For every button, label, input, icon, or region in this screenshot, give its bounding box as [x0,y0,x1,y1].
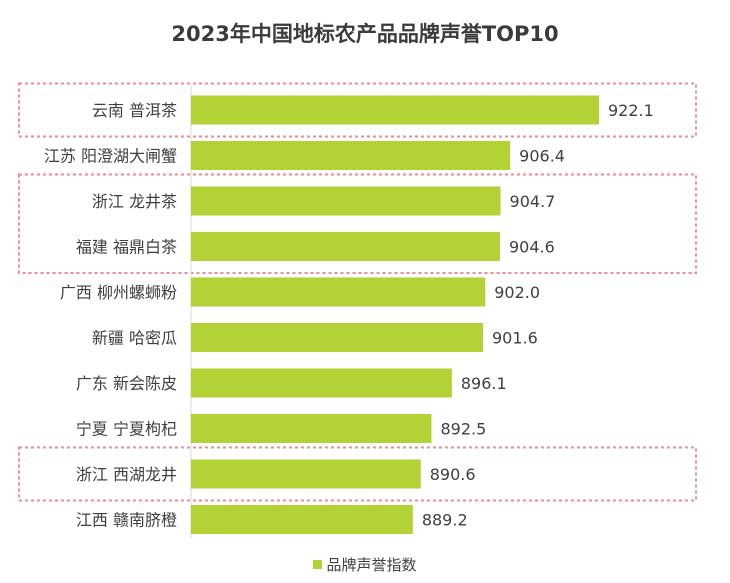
bar [191,323,483,352]
bar [191,141,511,170]
data-label: 904.7 [510,192,556,211]
category-label: 浙江 龙井茶 [92,192,177,211]
bar [191,459,421,489]
bar [191,368,452,398]
highlight-box-2 [18,446,697,502]
category-label: 广西 柳州螺蛳粉 [60,283,177,302]
bar [191,186,501,216]
category-label: 新疆 哈密瓜 [92,329,177,348]
data-label: 904.6 [509,238,555,257]
data-label: 889.2 [422,511,468,530]
bar [191,277,486,307]
data-label: 922.1 [608,101,654,120]
legend-label: 品牌声誉指数 [326,556,417,574]
bar [191,414,432,443]
bar [191,505,413,534]
category-label: 宁夏 宁夏枸杞 [76,420,177,439]
data-label: 901.6 [492,329,538,348]
category-label: 江苏 阳澄湖大闸蟹 [44,147,177,166]
data-label: 902.0 [494,283,540,302]
bar [191,232,500,261]
legend: 品牌声誉指数 [0,554,730,575]
data-label: 890.6 [430,465,476,484]
data-label: 892.5 [440,420,486,439]
category-label: 浙江 西湖龙井 [76,465,177,484]
chart-title: 2023年中国地标农产品品牌声誉TOP10 [171,22,559,46]
legend-swatch [313,560,323,569]
highlight-box-1 [18,173,697,274]
category-label: 广东 新会陈皮 [76,374,177,393]
bar [191,95,599,125]
category-label: 江西 赣南脐橙 [76,511,177,530]
category-label: 福建 福鼎白茶 [76,238,177,257]
data-label: 906.4 [519,147,565,166]
category-label: 云南 普洱茶 [92,101,177,120]
highlight-box-0 [18,82,697,138]
data-label: 896.1 [461,374,507,393]
